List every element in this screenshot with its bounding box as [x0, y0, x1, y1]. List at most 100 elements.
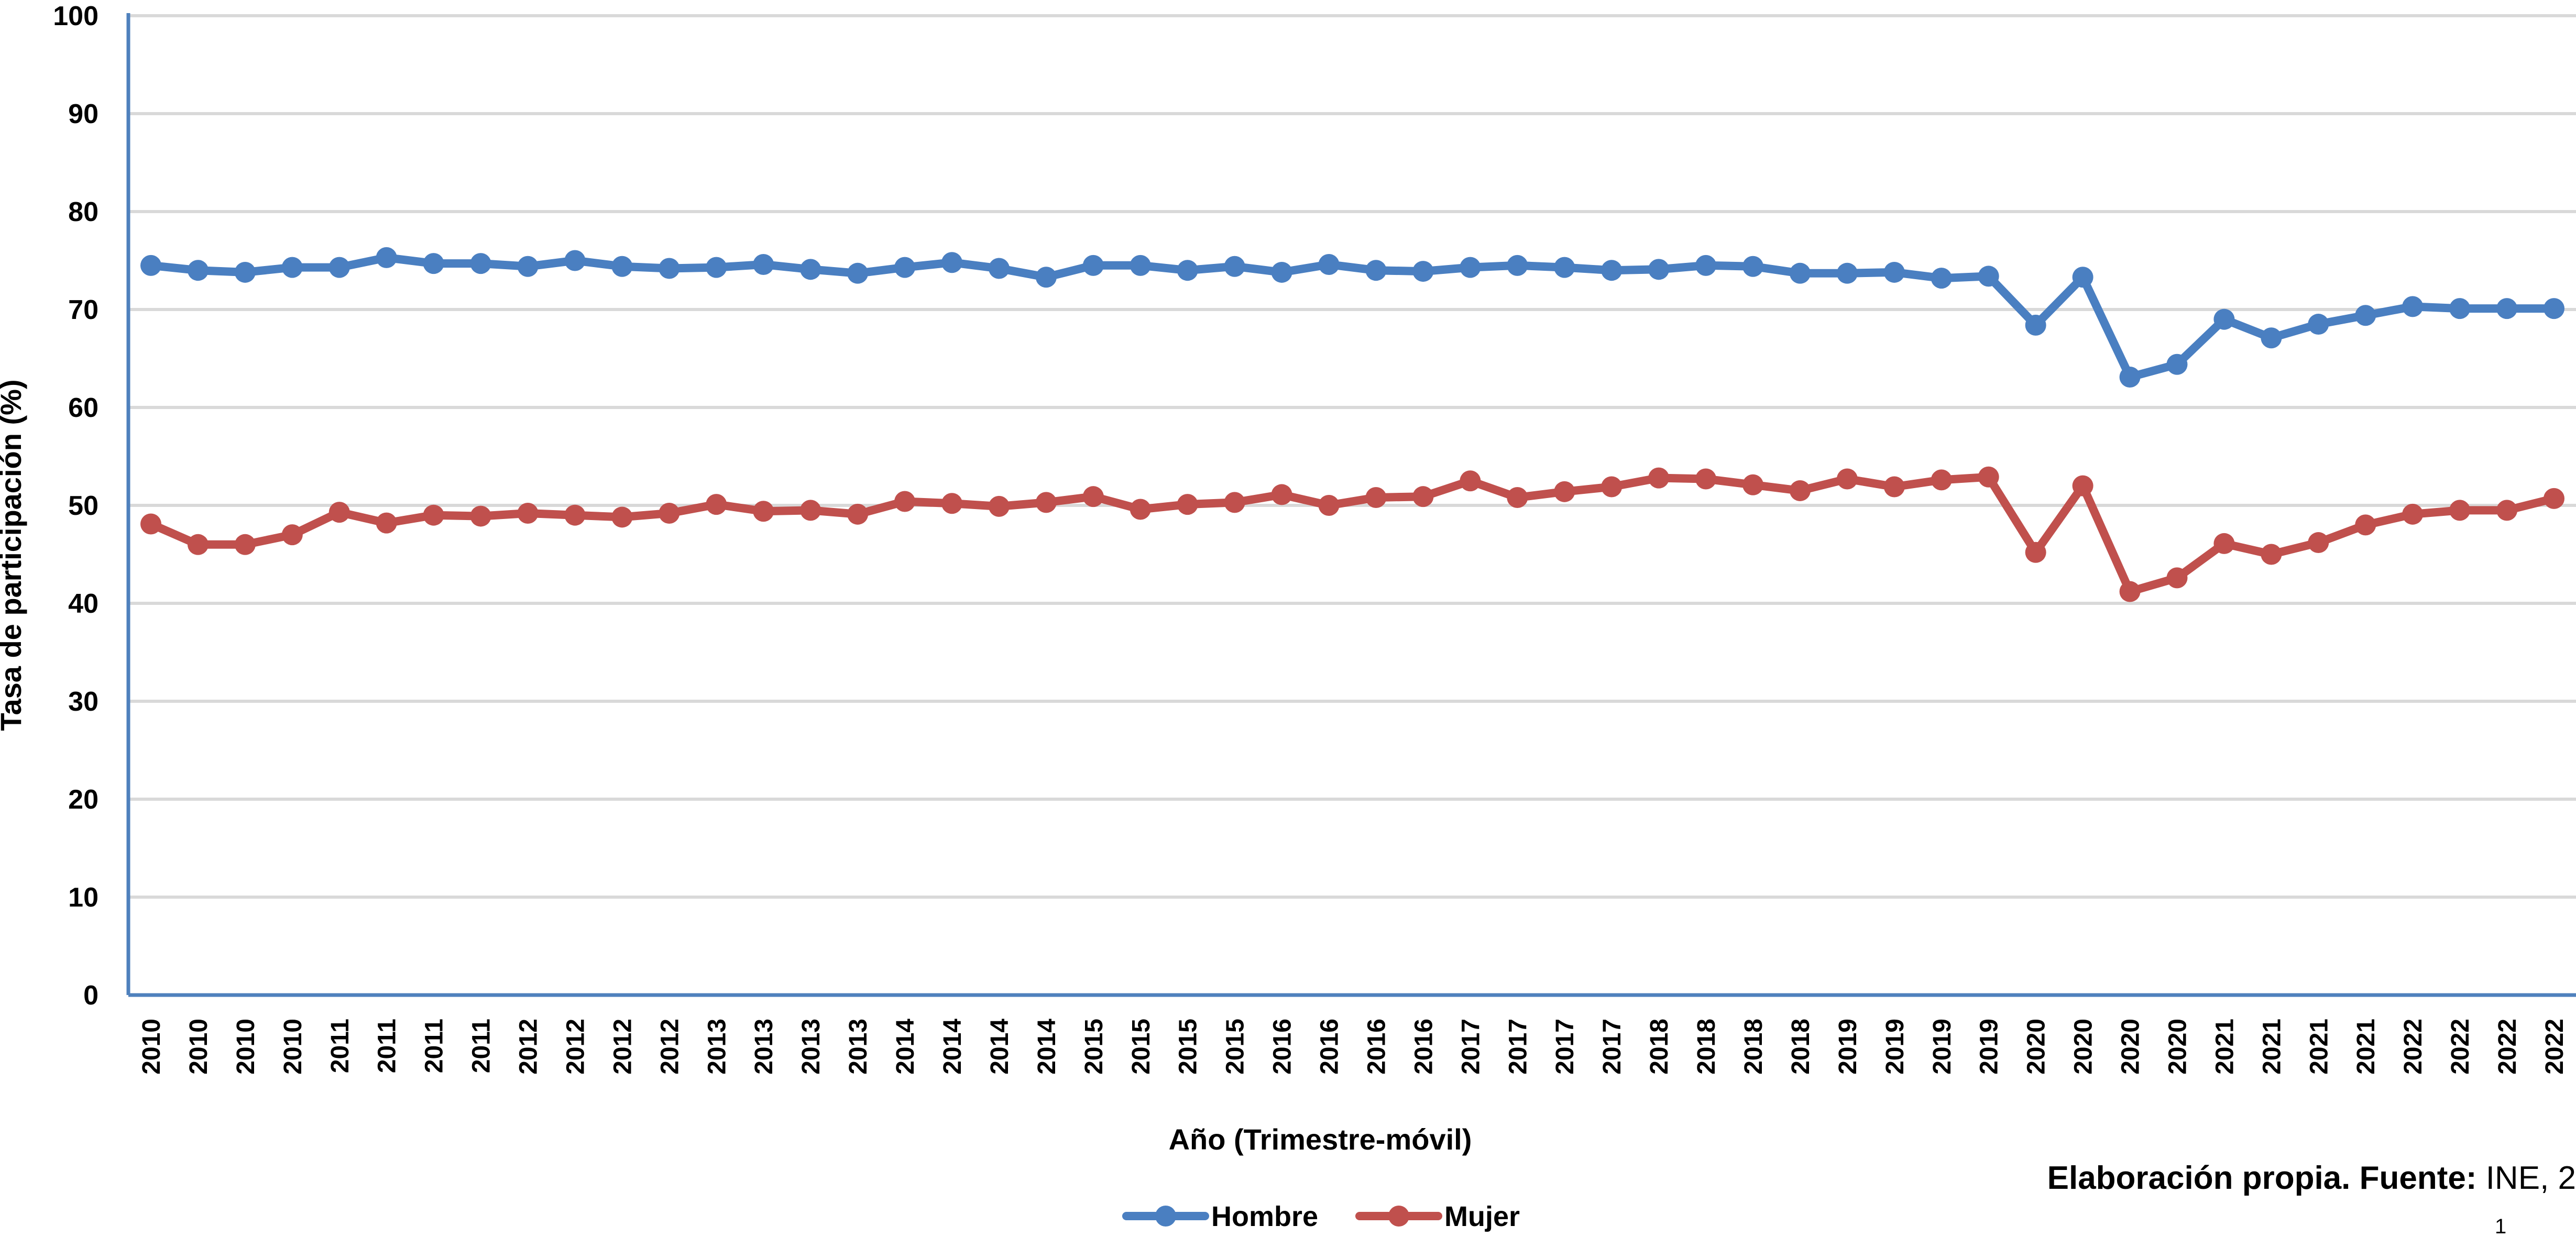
- gridlines: [128, 14, 2576, 899]
- data-point-hombre: [376, 247, 397, 268]
- data-point-hombre: [2449, 298, 2471, 319]
- data-point-mujer: [1271, 484, 1292, 505]
- x-tick-label: 2017: [1598, 1019, 1626, 1075]
- data-point-hombre: [1742, 256, 1763, 277]
- data-point-mujer: [2496, 500, 2518, 521]
- x-tick-label: 2013: [750, 1019, 778, 1075]
- data-point-hombre: [423, 253, 444, 274]
- data-point-mujer: [1931, 469, 1952, 491]
- data-point-mujer: [564, 504, 586, 526]
- source-note-normal: INE, 2: [2476, 1160, 2576, 1196]
- x-tick-label: 2021: [2352, 1019, 2380, 1075]
- data-point-hombre: [140, 255, 161, 276]
- data-point-mujer: [706, 494, 727, 515]
- legend-marker-mujer: [1388, 1206, 1409, 1227]
- series: [140, 247, 2564, 602]
- x-tick-label: 2016: [1269, 1019, 1297, 1075]
- y-tick-label: 70: [68, 295, 98, 325]
- y-tick-label: 100: [53, 1, 98, 31]
- data-point-hombre: [1271, 261, 1292, 283]
- x-tick-label: 2014: [939, 1019, 967, 1075]
- legend-item-hombre: Hombre: [1122, 1201, 1318, 1232]
- x-tick-label: 2018: [1740, 1019, 1768, 1075]
- x-tick-label: 2017: [1551, 1019, 1579, 1075]
- data-point-mujer: [1177, 494, 1198, 515]
- y-tick-label: 30: [68, 687, 98, 717]
- series-hombre: [140, 247, 2564, 388]
- data-point-hombre: [1789, 262, 1811, 284]
- data-point-mujer: [2119, 581, 2141, 602]
- data-point-mujer: [1224, 492, 1245, 513]
- data-point-mujer: [1082, 486, 1104, 507]
- x-tick-label: 2015: [1127, 1019, 1155, 1075]
- x-tick-label: 2021: [2211, 1019, 2239, 1075]
- data-point-hombre: [1082, 255, 1104, 276]
- data-point-mujer: [894, 491, 916, 512]
- data-point-hombre: [894, 257, 916, 278]
- x-tick-label: 2022: [2541, 1019, 2569, 1075]
- data-point-hombre: [2119, 367, 2141, 388]
- data-point-hombre: [706, 257, 727, 278]
- data-point-mujer: [2213, 533, 2235, 554]
- data-point-mujer: [470, 505, 491, 527]
- data-point-hombre: [1224, 256, 1245, 277]
- data-point-hombre: [1978, 266, 1999, 287]
- series-line-mujer: [147, 472, 2558, 596]
- data-point-mujer: [847, 503, 869, 525]
- x-tick-label: 2016: [1363, 1019, 1390, 1075]
- y-tick-label: 90: [68, 99, 98, 129]
- x-tick-label: 2015: [1222, 1019, 1249, 1075]
- data-point-mujer: [140, 513, 161, 535]
- data-point-mujer: [988, 495, 1010, 517]
- x-tick-label: 2013: [845, 1019, 872, 1075]
- data-point-hombre: [564, 250, 586, 271]
- data-point-hombre: [281, 257, 303, 278]
- data-point-mujer: [1789, 480, 1811, 501]
- y-axis-title: Tasa de participación (%): [0, 379, 27, 731]
- y-tick-label: 60: [68, 393, 98, 423]
- data-point-mujer: [1742, 474, 1763, 495]
- x-tick-label: 2017: [1504, 1019, 1532, 1075]
- data-point-hombre: [2261, 327, 2282, 349]
- x-tick-label: 2011: [468, 1019, 496, 1073]
- y-axis-tick-labels: 0 10 20 30 40 50 60 70 80 90 100: [53, 1, 98, 1011]
- data-point-hombre: [1601, 260, 1623, 281]
- data-point-mujer: [1365, 487, 1387, 509]
- legend-label-hombre: Hombre: [1211, 1201, 1318, 1232]
- x-tick-label: 2022: [2399, 1019, 2427, 1075]
- data-point-mujer: [1130, 499, 1151, 520]
- data-point-mujer: [1695, 468, 1717, 490]
- y-tick-label: 20: [68, 785, 98, 815]
- x-tick-label: 2015: [1080, 1019, 1108, 1075]
- data-point-mujer: [1601, 476, 1623, 498]
- data-point-mujer: [1554, 481, 1575, 502]
- data-point-hombre: [2213, 308, 2235, 330]
- x-tick-label: 2019: [1928, 1019, 1956, 1075]
- data-point-hombre: [800, 259, 821, 280]
- x-tick-label: 2012: [656, 1019, 684, 1075]
- data-point-hombre: [753, 253, 774, 275]
- data-point-hombre: [1648, 259, 1670, 280]
- data-point-mujer: [2355, 514, 2376, 536]
- data-point-hombre: [1318, 253, 1340, 275]
- x-tick-label: 2014: [892, 1019, 919, 1075]
- x-axis-title: Año (Trimestre-móvil): [1169, 1123, 1472, 1156]
- data-point-mujer: [2308, 532, 2329, 554]
- x-tick-label: 2010: [232, 1019, 260, 1075]
- x-tick-label: 2020: [2117, 1019, 2145, 1075]
- data-point-hombre: [1130, 255, 1151, 276]
- data-point-hombre: [2402, 296, 2424, 317]
- data-point-mujer: [2025, 542, 2046, 563]
- data-point-hombre: [1883, 261, 1905, 283]
- data-point-mujer: [1507, 487, 1528, 509]
- x-tick-label: 2022: [2447, 1019, 2474, 1075]
- data-point-hombre: [1507, 255, 1528, 276]
- data-point-hombre: [1554, 257, 1575, 278]
- data-point-mujer: [753, 501, 774, 522]
- data-point-hombre: [517, 256, 539, 277]
- x-tick-label: 2021: [2258, 1019, 2286, 1075]
- y-tick-label: 80: [68, 197, 98, 227]
- data-point-hombre: [2355, 305, 2376, 326]
- y-tick-label: 0: [83, 980, 98, 1011]
- data-point-mujer: [376, 512, 397, 534]
